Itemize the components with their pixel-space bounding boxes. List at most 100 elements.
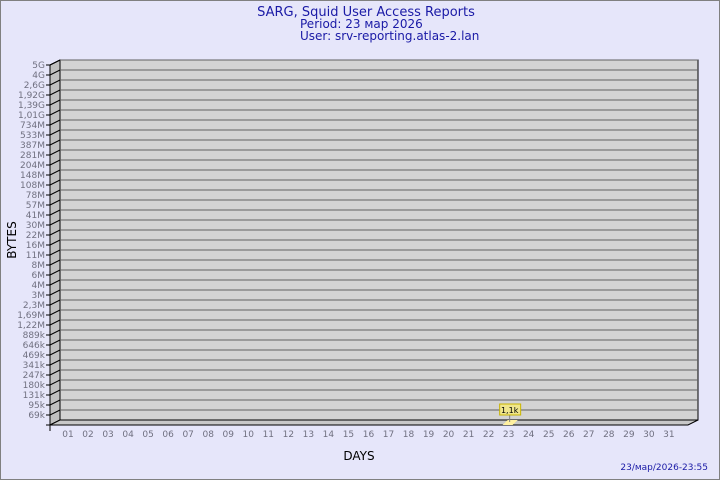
gridline-side <box>49 369 61 376</box>
x-tick-label: 16 <box>363 430 375 440</box>
y-tick-label: 734M <box>20 121 45 131</box>
y-tick-label: 341k <box>23 361 46 371</box>
y-tick-label: 533M <box>20 131 45 141</box>
x-tick-label: 23 <box>503 430 514 440</box>
y-tick-label: 69k <box>28 411 45 421</box>
x-tick-label: 10 <box>243 430 255 440</box>
y-tick-label: 11M <box>26 251 45 261</box>
chart-title: SARG, Squid User Access Reports <box>257 5 475 20</box>
y-tick-label: 22M <box>26 231 45 241</box>
x-tick-label: 15 <box>343 430 354 440</box>
y-tick-label: 131k <box>23 391 46 401</box>
x-tick-label: 07 <box>182 430 193 440</box>
x-tick-label: 08 <box>202 430 214 440</box>
y-tick-label: 8M <box>32 261 46 271</box>
gridline-side <box>49 379 61 386</box>
x-tick-label: 28 <box>603 430 615 440</box>
gridline-side <box>49 259 61 266</box>
x-tick-label: 27 <box>583 430 594 440</box>
gridline-side <box>49 99 61 106</box>
y-tick-label: 4G <box>32 71 45 81</box>
gridline-side <box>49 149 61 156</box>
gridline-side <box>49 289 61 296</box>
gridline-side <box>49 179 61 186</box>
y-tick-label: 204M <box>20 161 45 171</box>
gridline-side <box>49 299 61 306</box>
x-tick-label: 19 <box>423 430 435 440</box>
footer-timestamp: 23/мар/2026-23:55 <box>620 463 708 473</box>
x-tick-label: 13 <box>303 430 314 440</box>
y-tick-label: 247k <box>23 371 46 381</box>
gridline-side <box>49 409 61 416</box>
gridline-side <box>49 169 61 176</box>
x-tick-label: 17 <box>383 430 394 440</box>
x-tick-label: 11 <box>263 430 274 440</box>
gridline-side <box>49 279 61 286</box>
chart-period: Period: 23 мар 2026 <box>300 17 423 31</box>
x-tick-label: 12 <box>283 430 294 440</box>
x-tick-label: 01 <box>62 430 73 440</box>
y-tick-label: 148M <box>20 171 45 181</box>
gridline-side <box>49 309 61 316</box>
x-axis-label: DAYS <box>343 449 374 463</box>
y-tick-label: 1,92G <box>18 91 45 101</box>
gridline-side <box>49 349 61 356</box>
gridline-side <box>49 79 61 86</box>
y-tick-label: 108M <box>20 181 45 191</box>
y-tick-label: 16M <box>26 241 45 251</box>
x-tick-label: 02 <box>82 430 93 440</box>
y-tick-label: 30M <box>26 221 45 231</box>
x-tick-label: 05 <box>142 430 153 440</box>
y-tick-label: 6M <box>32 271 46 281</box>
y-tick-label: 281M <box>20 151 45 161</box>
gridline-side <box>49 69 61 76</box>
y-tick-label: 3M <box>32 291 46 301</box>
x-tick-label: 18 <box>403 430 415 440</box>
x-tick-label: 04 <box>122 430 134 440</box>
y-tick-label: 889k <box>23 331 46 341</box>
y-tick-label: 78M <box>26 191 45 201</box>
y-tick-label: 469k <box>23 351 46 361</box>
x-tick-label: 21 <box>463 430 474 440</box>
y-tick-label: 1,39G <box>18 101 45 111</box>
x-tick-label: 03 <box>102 430 113 440</box>
y-tick-label: 57M <box>26 201 45 211</box>
gridline-side <box>49 199 61 206</box>
y-tick-label: 1,69M <box>17 311 45 321</box>
y-tick-label: 1,01G <box>18 111 45 121</box>
gridline-side <box>49 229 61 236</box>
gridline-side <box>49 359 61 366</box>
gridline-side <box>49 159 61 166</box>
gridline-side <box>49 269 61 276</box>
y-tick-label: 180k <box>23 381 46 391</box>
y-tick-label: 95k <box>28 401 45 411</box>
x-tick-label: 25 <box>543 430 554 440</box>
gridline-side <box>49 89 61 96</box>
y-axis-label: BYTES <box>5 221 19 258</box>
gridline-side <box>49 239 61 246</box>
bar-label-box <box>499 403 522 416</box>
x-tick-label: 31 <box>663 430 674 440</box>
y-tick-label: 1,22M <box>17 321 45 331</box>
gridline-side <box>49 339 61 346</box>
gridline-side <box>49 189 61 196</box>
y-tick-label: 387M <box>20 141 45 151</box>
y-tick-label: 4M <box>32 281 46 291</box>
gridline-side <box>49 209 61 216</box>
x-tick-label: 26 <box>563 430 575 440</box>
x-tick-label: 29 <box>623 430 635 440</box>
chart-user: User: srv-reporting.atlas-2.lan <box>300 29 479 43</box>
y-tick-label: 5G <box>32 61 45 71</box>
y-tick-label: 2,6G <box>24 81 45 91</box>
gridline-side <box>49 139 61 146</box>
floor <box>49 419 699 426</box>
gridline-side <box>49 129 61 136</box>
y-tick-label: 2,3M <box>23 301 45 311</box>
bar-day-23 <box>502 420 518 425</box>
gridline-side <box>49 109 61 116</box>
x-tick-label: 24 <box>523 430 535 440</box>
gridline-side <box>49 119 61 126</box>
gridline-side <box>49 399 61 406</box>
y-tick-label: 646k <box>23 341 46 351</box>
